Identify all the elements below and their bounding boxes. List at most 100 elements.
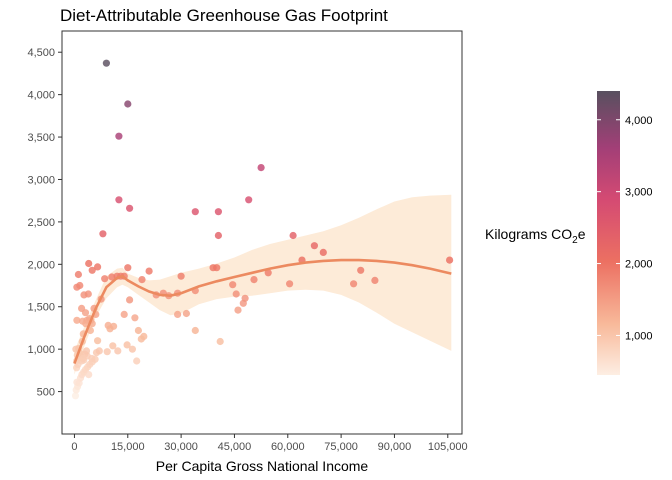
data-point <box>264 269 272 277</box>
chart-title: Diet-Attributable Greenhouse Gas Footpri… <box>60 6 388 25</box>
y-tick-label: 1,000 <box>27 344 55 356</box>
data-point <box>124 100 132 108</box>
data-point <box>357 266 365 274</box>
data-point <box>88 266 96 274</box>
data-point <box>99 230 107 238</box>
data-point <box>214 231 222 240</box>
data-point <box>250 276 258 284</box>
data-point <box>241 294 249 302</box>
y-tick-label: 4,000 <box>27 90 55 102</box>
data-point <box>182 309 190 318</box>
y-tick-label: 2,500 <box>27 217 55 229</box>
data-point <box>213 264 221 272</box>
data-point <box>81 309 90 317</box>
legend-title: Kilograms CO2e <box>485 226 586 246</box>
data-point <box>131 314 139 322</box>
data-point <box>115 196 123 204</box>
data-point <box>115 132 123 140</box>
x-axis-title: Per Capita Gross National Income <box>156 458 369 474</box>
data-point <box>245 196 253 204</box>
legend-tick-label: 4,000 <box>625 115 653 127</box>
data-point <box>82 347 91 355</box>
data-point <box>446 256 454 264</box>
data-point <box>371 276 379 284</box>
trend-line <box>73 258 452 365</box>
legend-tick-label: 1,000 <box>625 330 653 342</box>
data-point <box>94 263 102 271</box>
data-point <box>234 306 242 314</box>
data-point <box>91 355 99 363</box>
data-point <box>73 378 81 386</box>
data-point <box>216 337 224 346</box>
scatter-points <box>71 59 454 400</box>
x-tick-label: 45,000 <box>218 441 252 453</box>
data-point <box>214 208 222 216</box>
legend-title-end: e <box>578 226 586 242</box>
data-point <box>174 310 182 318</box>
data-point <box>76 281 84 290</box>
data-point <box>71 392 80 400</box>
data-point <box>137 335 145 343</box>
legend-title-main: Kilograms CO <box>485 226 572 242</box>
legend-colorbar <box>597 91 620 375</box>
data-point <box>120 310 128 318</box>
data-point <box>85 259 93 268</box>
data-point <box>74 270 82 279</box>
data-point <box>126 204 134 212</box>
y-tick-label: 3,000 <box>27 174 55 186</box>
data-point <box>124 264 132 272</box>
data-point <box>134 326 142 335</box>
data-point <box>191 326 199 335</box>
legend-tick-label: 3,000 <box>625 187 653 199</box>
plot-border <box>61 30 463 435</box>
data-point <box>177 272 185 280</box>
data-point <box>102 59 110 67</box>
data-point <box>73 316 81 324</box>
data-point <box>128 345 136 353</box>
data-point <box>229 281 237 289</box>
data-point <box>138 276 146 284</box>
data-point <box>350 280 358 288</box>
data-point <box>123 341 131 349</box>
y-tick-label: 1,500 <box>27 302 55 314</box>
x-tick-label: 0 <box>71 441 77 453</box>
data-point <box>109 342 117 350</box>
data-point <box>289 231 297 240</box>
data-point <box>95 347 103 355</box>
data-point <box>257 164 265 172</box>
data-point <box>101 275 109 283</box>
data-point <box>79 354 87 363</box>
y-axis: 500 1,000 1,500 2,000 2,500 3,000 3,500 4,000 4,… <box>27 47 62 399</box>
data-point <box>133 357 141 365</box>
y-tick-label: 500 <box>37 387 55 399</box>
data-point <box>108 273 116 281</box>
data-point <box>145 267 153 275</box>
x-tick-label: 90,000 <box>378 441 412 453</box>
data-point <box>191 208 199 216</box>
data-point <box>85 371 93 379</box>
data-point <box>319 248 327 256</box>
y-tick-label: 4,500 <box>27 47 55 59</box>
data-point <box>114 347 122 355</box>
data-point <box>232 290 240 298</box>
x-tick-label: 15,000 <box>111 441 145 453</box>
x-tick-label: 105,000 <box>428 441 468 453</box>
data-point <box>103 348 111 356</box>
data-point <box>286 280 294 288</box>
data-point <box>310 242 318 250</box>
x-tick-label: 60,000 <box>271 441 305 453</box>
legend-title-subscript: 2 <box>572 235 578 246</box>
x-tick-label: 75,000 <box>324 441 358 453</box>
x-tick-label: 30,000 <box>164 441 198 453</box>
x-axis: 0 15,000 30,000 45,000 60,000 75,000 90,000 105… <box>71 434 468 453</box>
legend-tick-label: 2,000 <box>625 259 653 271</box>
data-point <box>126 296 134 304</box>
y-tick-label: 3,500 <box>27 132 55 144</box>
confidence-band <box>74 194 452 375</box>
data-point <box>110 322 118 330</box>
data-point <box>84 290 92 298</box>
legend-ticks: 1,000 2,000 3,000 4,000 <box>597 115 653 342</box>
data-point <box>94 337 102 345</box>
y-tick-label: 2,000 <box>27 259 55 271</box>
